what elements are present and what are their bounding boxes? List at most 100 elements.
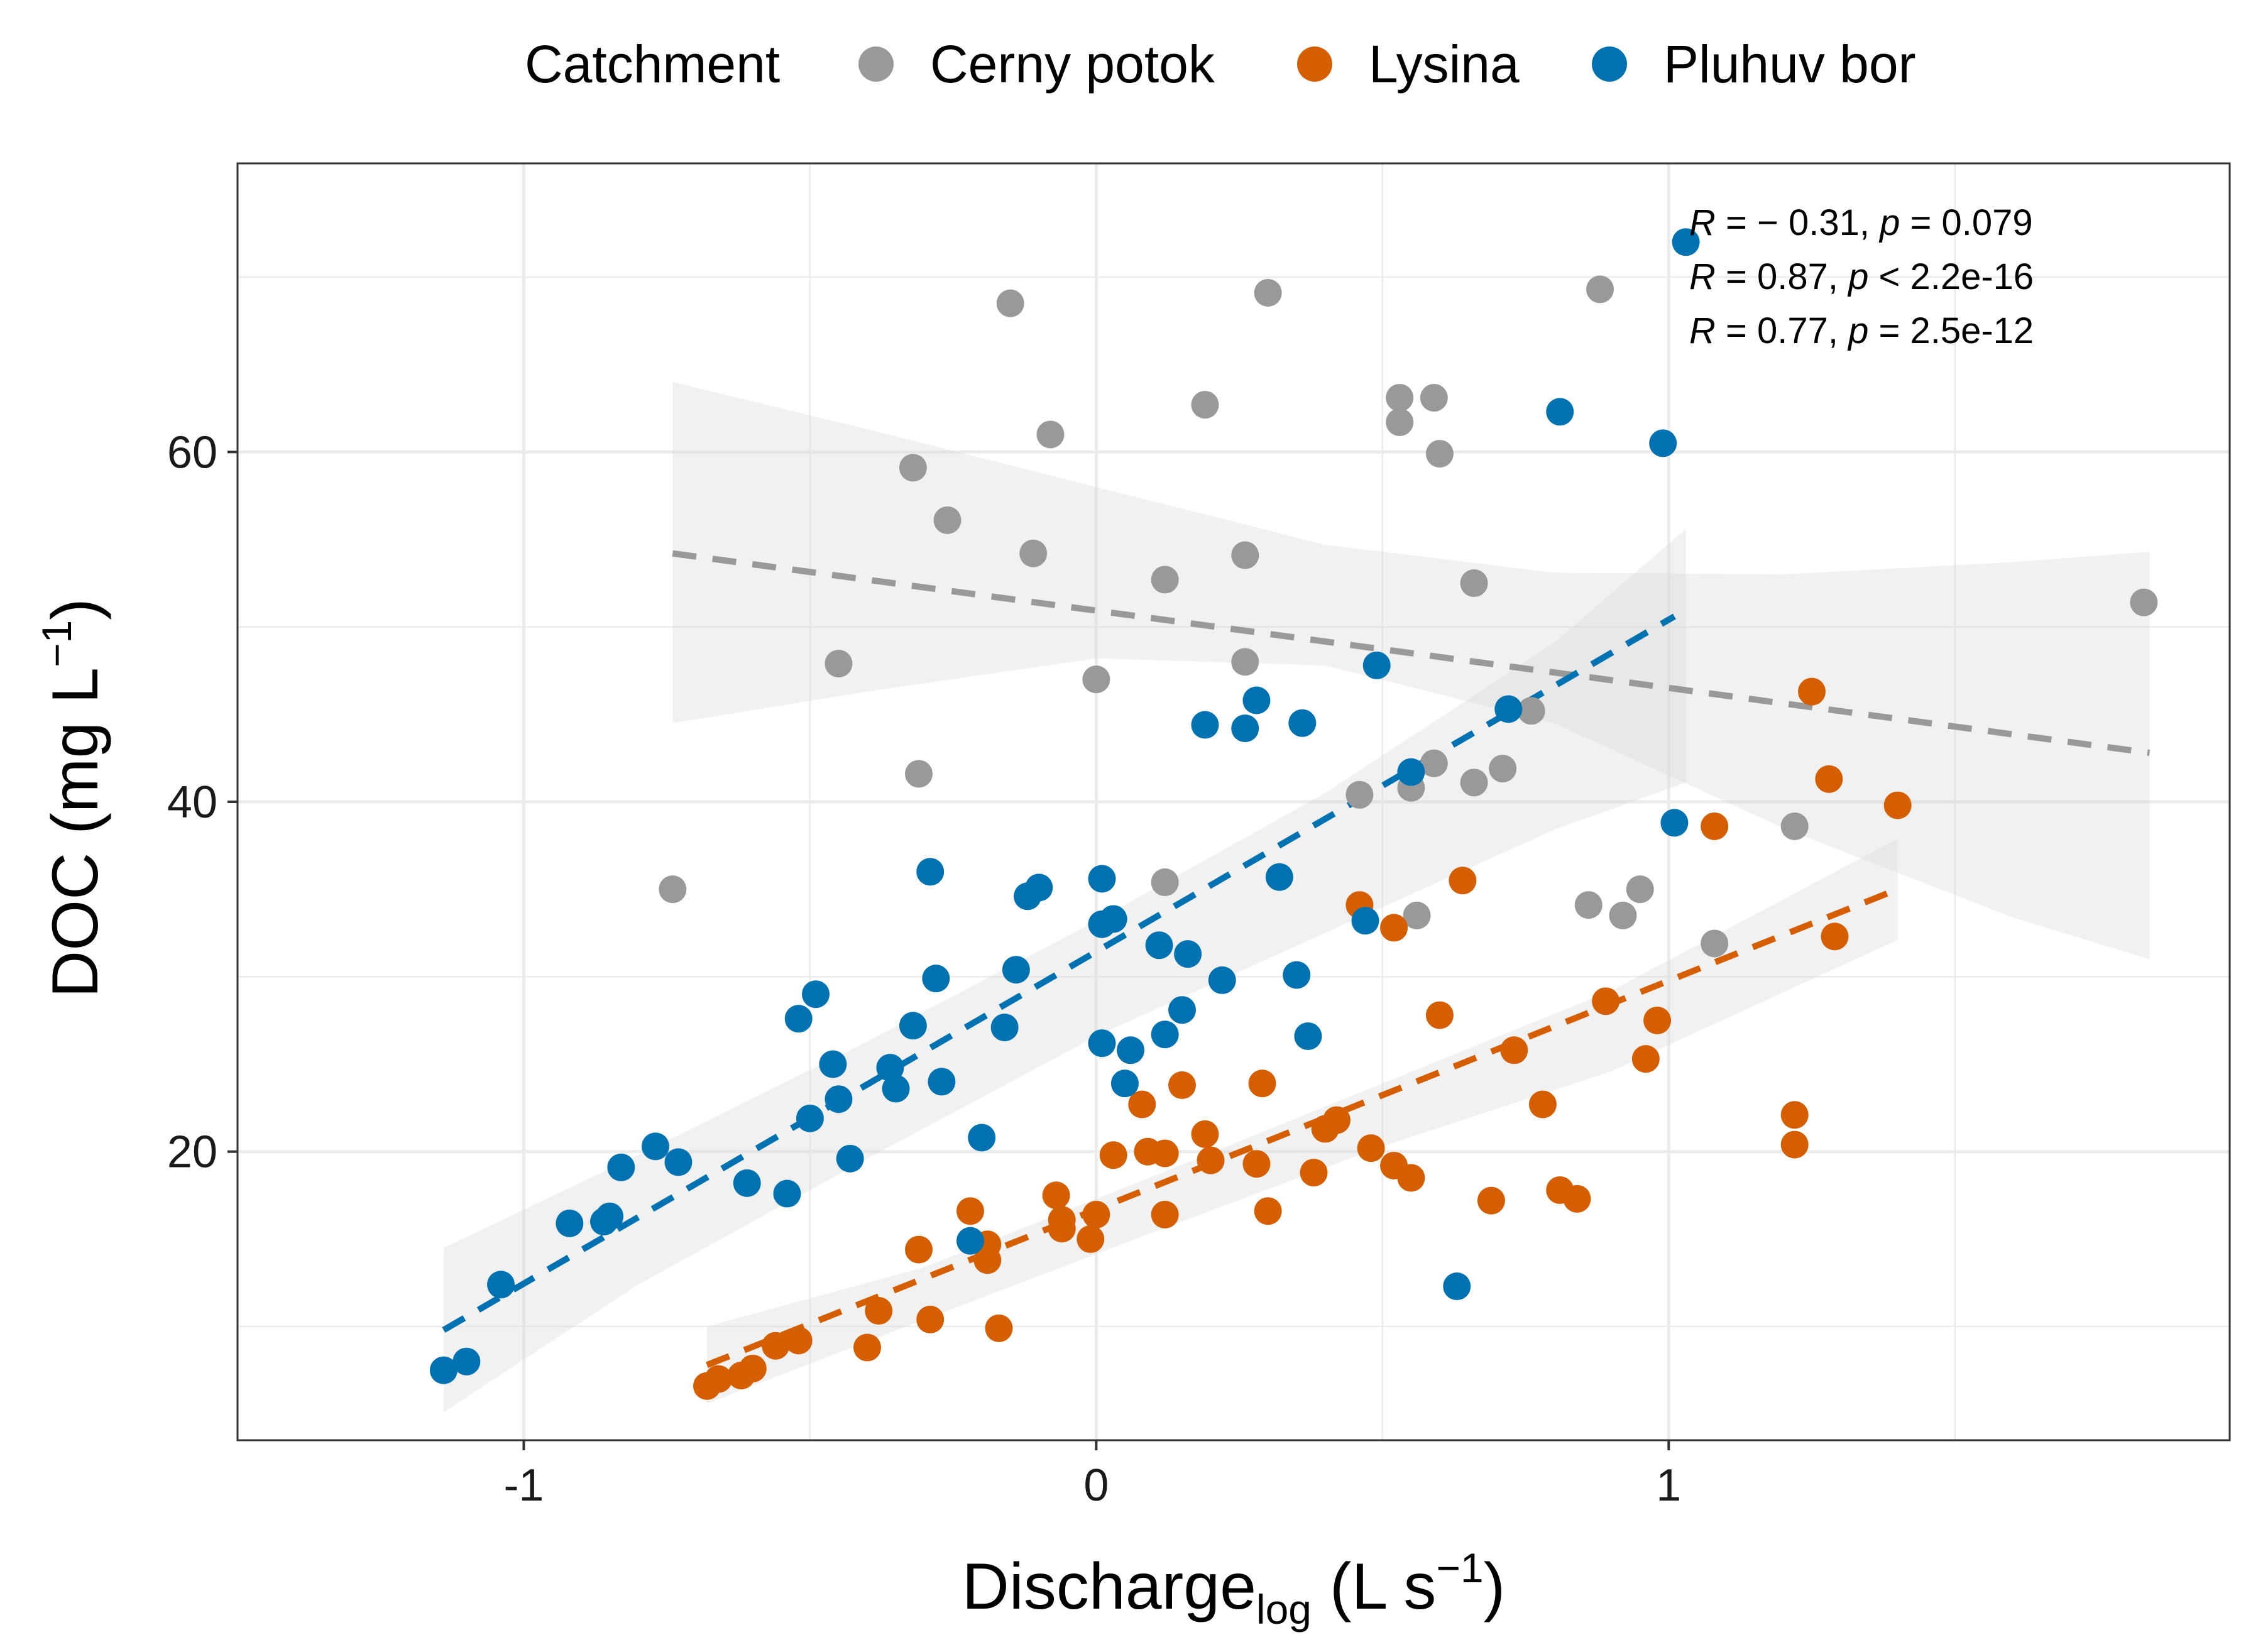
data-point-lysina bbox=[865, 1297, 893, 1325]
stat-p-label: p bbox=[1847, 310, 1868, 351]
data-point-cerny-potok bbox=[1420, 383, 1448, 412]
data-point-cerny-potok bbox=[1517, 697, 1545, 725]
x-axis-title-main: Discharge bbox=[962, 1550, 1256, 1623]
data-point-lysina bbox=[1300, 1159, 1328, 1187]
stat-p-label: p bbox=[1878, 202, 1900, 243]
data-point-pluhuv-bor bbox=[922, 965, 950, 993]
x-tick-label: 1 bbox=[1656, 1460, 1681, 1511]
data-point-pluhuv-bor bbox=[1672, 228, 1700, 256]
data-point-lysina bbox=[704, 1365, 733, 1393]
x-axis-title: Dischargelog (L s−1) bbox=[962, 1545, 1506, 1633]
stat-r-label: R bbox=[1689, 310, 1716, 351]
data-point-lysina bbox=[1151, 1200, 1179, 1228]
data-point-cerny-potok bbox=[1701, 929, 1729, 958]
data-point-pluhuv-bor bbox=[968, 1124, 996, 1152]
data-point-pluhuv-bor bbox=[899, 1012, 927, 1040]
stat-annotation-pluhuv-bor: R = 0.77, p = 2.5e-12 bbox=[1689, 310, 2034, 351]
data-point-cerny-potok bbox=[996, 289, 1024, 317]
data-point-cerny-potok bbox=[1254, 278, 1282, 307]
data-point-pluhuv-bor bbox=[607, 1153, 635, 1181]
stat-annotations: R = − 0.31, p = 0.079 R = 0.87, p < 2.2e… bbox=[1689, 202, 2034, 351]
data-point-cerny-potok bbox=[1403, 901, 1431, 929]
data-point-lysina bbox=[1322, 1106, 1351, 1134]
data-point-pluhuv-bor bbox=[641, 1132, 669, 1161]
data-point-pluhuv-bor bbox=[956, 1227, 984, 1255]
data-point-pluhuv-bor bbox=[1362, 651, 1391, 679]
data-point-pluhuv-bor bbox=[1283, 961, 1311, 989]
data-point-lysina bbox=[1425, 1001, 1454, 1029]
legend: Catchment Cerny potok Lysina Pluhuv bor bbox=[525, 35, 1916, 94]
data-point-cerny-potok bbox=[904, 760, 933, 788]
stat-annotation-lysina: R = 0.87, p < 2.2e-16 bbox=[1689, 256, 2034, 297]
data-point-lysina bbox=[1191, 1120, 1219, 1148]
data-point-cerny-potok bbox=[1231, 541, 1259, 569]
data-point-lysina bbox=[1528, 1090, 1557, 1119]
data-point-lysina bbox=[1449, 867, 1477, 895]
data-point-lysina bbox=[1357, 1134, 1385, 1162]
data-point-cerny-potok bbox=[1386, 408, 1414, 436]
x-tick-label: 0 bbox=[1083, 1460, 1109, 1511]
data-point-lysina bbox=[1592, 987, 1620, 1015]
data-point-pluhuv-bor bbox=[1117, 1036, 1145, 1064]
data-point-cerny-potok bbox=[1231, 648, 1259, 676]
data-point-cerny-potok bbox=[933, 506, 962, 534]
data-point-cerny-potok bbox=[1609, 901, 1637, 929]
data-point-pluhuv-bor bbox=[664, 1148, 693, 1176]
data-point-pluhuv-bor bbox=[1168, 996, 1197, 1024]
legend-key-cerny-potok bbox=[858, 46, 894, 82]
stat-p-value: < 2.2e-16 bbox=[1868, 256, 2034, 297]
data-point-lysina bbox=[1048, 1215, 1076, 1243]
data-point-cerny-potok bbox=[1460, 769, 1488, 797]
y-axis-title-superscript: −1 bbox=[33, 620, 80, 667]
y-axis-ticks: 20 40 60 bbox=[167, 427, 238, 1178]
data-point-lysina bbox=[1151, 1139, 1179, 1168]
data-point-lysina bbox=[1477, 1186, 1505, 1215]
data-point-lysina bbox=[1643, 1006, 1672, 1034]
data-point-lysina bbox=[1197, 1146, 1225, 1174]
data-point-pluhuv-bor bbox=[990, 1014, 1019, 1042]
data-point-lysina bbox=[1168, 1071, 1197, 1099]
legend-key-lysina bbox=[1297, 46, 1332, 82]
stat-p-value: = 2.5e-12 bbox=[1868, 310, 2034, 351]
data-point-lysina bbox=[1631, 1045, 1660, 1073]
data-point-pluhuv-bor bbox=[825, 1085, 853, 1113]
y-tick-label: 60 bbox=[167, 427, 217, 478]
data-point-lysina bbox=[1242, 1150, 1271, 1178]
data-point-pluhuv-bor bbox=[1088, 1029, 1116, 1058]
stat-r-value: = − 0.31, bbox=[1716, 202, 1880, 243]
data-point-lysina bbox=[1042, 1181, 1070, 1210]
data-point-pluhuv-bor bbox=[1110, 1069, 1139, 1098]
data-point-pluhuv-bor bbox=[1265, 863, 1293, 891]
legend-key-pluhuv-bor bbox=[1592, 46, 1627, 82]
data-point-cerny-potok bbox=[1425, 440, 1454, 468]
data-point-cerny-potok bbox=[1574, 891, 1603, 919]
data-point-lysina bbox=[1798, 677, 1826, 706]
stat-p-label: p bbox=[1847, 256, 1868, 297]
data-point-lysina bbox=[916, 1305, 945, 1333]
legend-label-pluhuv-bor: Pluhuv bor bbox=[1663, 35, 1916, 94]
data-point-pluhuv-bor bbox=[1025, 873, 1053, 902]
stat-r-value: = 0.77, bbox=[1716, 310, 1848, 351]
confidence-ribbon-cerny-potok bbox=[672, 381, 2150, 960]
data-point-pluhuv-bor bbox=[596, 1202, 624, 1230]
stat-r-label: R bbox=[1689, 202, 1716, 243]
data-point-lysina bbox=[762, 1332, 790, 1360]
data-point-pluhuv-bor bbox=[1649, 429, 1677, 457]
data-point-pluhuv-bor bbox=[487, 1271, 515, 1299]
data-point-cerny-potok bbox=[1345, 780, 1374, 809]
data-point-pluhuv-bor bbox=[1191, 711, 1219, 739]
data-point-pluhuv-bor bbox=[1242, 686, 1271, 714]
x-axis-ticks: -1 0 1 bbox=[503, 1440, 1681, 1511]
data-point-pluhuv-bor bbox=[1002, 956, 1030, 984]
data-point-pluhuv-bor bbox=[1099, 905, 1127, 933]
regression-lines bbox=[442, 550, 2151, 1368]
data-point-pluhuv-bor bbox=[1151, 1020, 1179, 1049]
data-point-cerny-potok bbox=[1036, 420, 1065, 449]
data-point-pluhuv-bor bbox=[1288, 709, 1317, 737]
stat-r-value: = 0.87, bbox=[1716, 256, 1848, 297]
data-point-pluhuv-bor bbox=[876, 1054, 904, 1082]
data-point-pluhuv-bor bbox=[916, 858, 945, 886]
legend-title: Catchment bbox=[525, 35, 780, 94]
stat-p-value: = 0.079 bbox=[1900, 202, 2032, 243]
y-tick-label: 40 bbox=[167, 777, 217, 828]
